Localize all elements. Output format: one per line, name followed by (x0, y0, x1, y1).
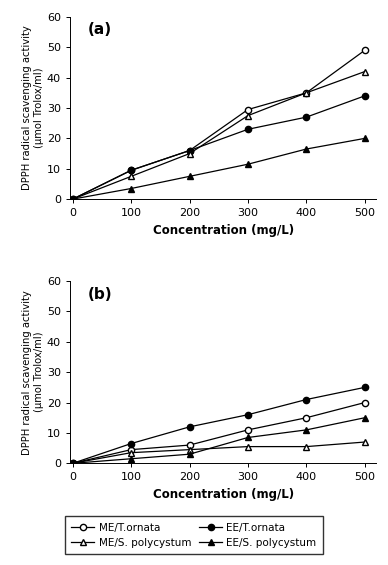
Text: (a): (a) (88, 23, 113, 37)
X-axis label: Concentration (mg/L): Concentration (mg/L) (152, 488, 294, 501)
Line: ME/T.ornata: ME/T.ornata (69, 399, 368, 467)
EE/T.ornata (129, 167, 133, 173)
ME/S. polycystum (362, 68, 367, 75)
EE/T.ornata (304, 396, 308, 403)
ME/S. polycystum (246, 112, 250, 119)
ME/S. polycystum (129, 449, 133, 456)
ME/T.ornata (129, 167, 133, 173)
ME/S. polycystum (304, 89, 308, 96)
ME/S. polycystum (71, 460, 75, 467)
ME/S. polycystum (129, 173, 133, 180)
ME/T.ornata (362, 399, 367, 406)
EE/S. polycystum (71, 195, 75, 202)
Line: ME/T.ornata: ME/T.ornata (69, 47, 368, 202)
EE/S. polycystum (304, 427, 308, 433)
ME/S. polycystum (304, 443, 308, 450)
ME/T.ornata (246, 106, 250, 113)
EE/S. polycystum (187, 173, 192, 180)
EE/S. polycystum (187, 451, 192, 458)
ME/S. polycystum (71, 195, 75, 202)
X-axis label: Concentration (mg/L): Concentration (mg/L) (152, 224, 294, 237)
EE/T.ornata (71, 195, 75, 202)
EE/S. polycystum (246, 434, 250, 441)
ME/T.ornata (129, 446, 133, 453)
EE/T.ornata (304, 114, 308, 120)
EE/T.ornata (187, 424, 192, 431)
EE/S. polycystum (362, 414, 367, 421)
Line: EE/S. polycystum: EE/S. polycystum (69, 415, 368, 467)
EE/T.ornata (246, 126, 250, 133)
ME/S. polycystum (362, 438, 367, 445)
Line: EE/T.ornata: EE/T.ornata (69, 384, 368, 467)
EE/S. polycystum (129, 185, 133, 192)
ME/T.ornata (246, 427, 250, 433)
ME/T.ornata (362, 47, 367, 54)
Legend: ME/T.ornata, ME/S. polycystum, EE/T.ornata, EE/S. polycystum: ME/T.ornata, ME/S. polycystum, EE/T.orna… (65, 516, 323, 554)
Text: (b): (b) (88, 286, 113, 302)
EE/T.ornata (71, 460, 75, 467)
EE/T.ornata (362, 93, 367, 99)
ME/S. polycystum (187, 150, 192, 157)
ME/S. polycystum (246, 443, 250, 450)
Line: EE/T.ornata: EE/T.ornata (69, 93, 368, 202)
EE/S. polycystum (362, 135, 367, 142)
Y-axis label: DPPH radical scavenging activity
(μmol Trolox/ml): DPPH radical scavenging activity (μmol T… (21, 25, 44, 190)
ME/T.ornata (187, 147, 192, 154)
EE/S. polycystum (129, 455, 133, 462)
ME/T.ornata (71, 195, 75, 202)
EE/S. polycystum (71, 460, 75, 467)
EE/S. polycystum (304, 146, 308, 153)
Line: ME/S. polycystum: ME/S. polycystum (69, 68, 368, 202)
Y-axis label: DPPH radical scavenging activity
(μmol Trolox/ml): DPPH radical scavenging activity (μmol T… (21, 290, 44, 455)
Line: EE/S. polycystum: EE/S. polycystum (69, 135, 368, 202)
ME/T.ornata (304, 414, 308, 421)
EE/S. polycystum (246, 161, 250, 168)
ME/T.ornata (71, 460, 75, 467)
Line: ME/S. polycystum: ME/S. polycystum (69, 439, 368, 467)
ME/T.ornata (304, 89, 308, 96)
EE/T.ornata (362, 384, 367, 391)
EE/T.ornata (129, 440, 133, 447)
EE/T.ornata (187, 147, 192, 154)
ME/S. polycystum (187, 446, 192, 453)
ME/T.ornata (187, 442, 192, 449)
EE/T.ornata (246, 411, 250, 418)
